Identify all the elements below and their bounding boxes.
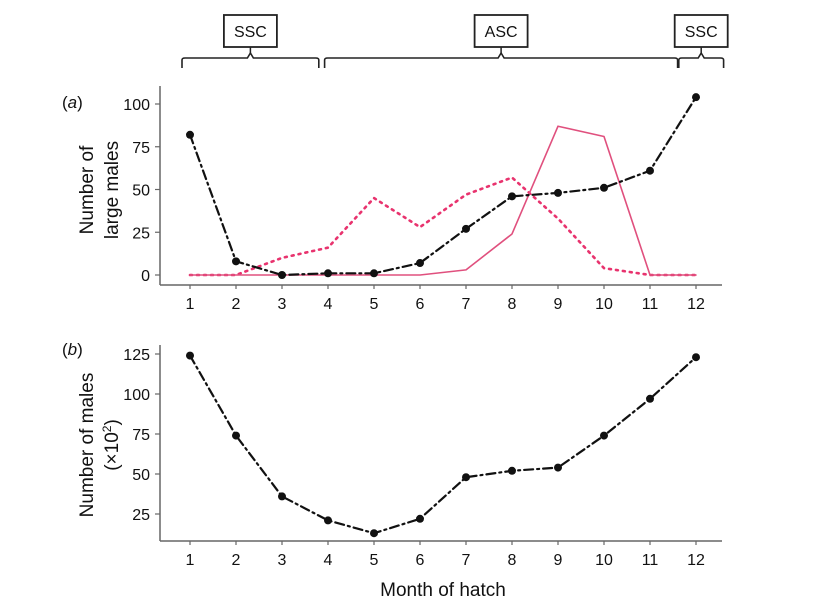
data-point-black-dashdot: [232, 431, 240, 440]
data-point-black-dashdot: [186, 351, 194, 360]
x-tick-label: 12: [687, 552, 705, 569]
data-point-black-dashdot: [324, 516, 332, 525]
x-tick-label: 4: [324, 552, 333, 569]
y-tick-label: 100: [123, 387, 150, 404]
season-annotation: ASC: [323, 14, 679, 68]
season-label: SSC: [685, 24, 718, 41]
y-axis-title-part: (×10: [102, 432, 123, 471]
y-tick-label: 25: [132, 225, 150, 242]
data-point-black-dashdot: [370, 269, 378, 278]
x-tick-label: 10: [595, 296, 613, 313]
x-tick-label: 6: [416, 296, 425, 313]
x-tick-label: 12: [687, 296, 705, 313]
panel-label-paren-open: (: [62, 93, 68, 112]
y-axis-title-part: ): [102, 419, 123, 425]
data-point-black-dashdot: [646, 166, 654, 175]
y-axis-title-line1: Number of males: [77, 373, 98, 518]
panel-label-letter: a: [68, 93, 77, 112]
panel-label-paren-close: ): [77, 340, 83, 359]
series-line-pink-solid: [189, 125, 697, 276]
x-tick-label: 2: [232, 296, 241, 313]
panel-label-paren-open: (: [62, 340, 68, 359]
data-point-black-dashdot: [462, 224, 470, 233]
data-point-black-dashdot: [692, 93, 700, 102]
data-point-black-dashdot: [278, 271, 286, 279]
season-box: [673, 14, 729, 48]
data-point-black-dashdot: [324, 269, 332, 278]
y-tick-label: 50: [132, 467, 150, 484]
panel-label: (a): [62, 93, 83, 112]
series-line-black-dashdot: [188, 96, 698, 277]
x-tick-label: 10: [595, 552, 613, 569]
y-tick-label: 100: [123, 97, 150, 114]
y-tick-label: 25: [132, 507, 150, 524]
data-point-black-dashdot: [278, 492, 286, 501]
season-box: [222, 14, 278, 48]
x-tick-label: 8: [508, 296, 517, 313]
x-tick-label: 6: [416, 552, 425, 569]
data-point-black-dashdot: [600, 431, 608, 440]
data-point-black-dashdot: [600, 183, 608, 192]
y-axis-title-superscript: 2: [100, 425, 114, 432]
season-brace: [678, 51, 725, 68]
season-label: ASC: [485, 24, 518, 41]
y-tick-label: 75: [132, 140, 150, 157]
data-point-black-dashdot: [462, 473, 470, 482]
panel-label: (b): [62, 340, 83, 359]
panel-label-letter: b: [68, 340, 77, 359]
y-axis-title: Number of large males: [77, 141, 123, 239]
season-brace: [181, 51, 320, 68]
x-tick-label: 8: [508, 552, 517, 569]
season-box: [473, 14, 529, 48]
season-annotations: SSC ASC SSC: [181, 14, 729, 68]
x-tick-label: 3: [278, 296, 287, 313]
data-point-black-dashdot: [186, 130, 194, 139]
x-tick-label: 3: [278, 552, 287, 569]
x-tick-label: 1: [186, 552, 195, 569]
x-tick-label: 11: [642, 296, 659, 313]
data-point-black-dashdot: [692, 353, 700, 362]
x-tick-label: 5: [370, 552, 379, 569]
data-point-black-dashdot: [232, 257, 240, 266]
data-point-black-dashdot: [416, 514, 424, 523]
x-tick-label: 5: [370, 296, 379, 313]
y-axis-title-line1: Number of: [77, 145, 98, 234]
data-point-black-dashdot: [554, 463, 562, 472]
y-axis-title-line2: large males: [102, 141, 123, 239]
x-axis-title: Month of hatch: [380, 580, 506, 601]
season-brace: [323, 51, 679, 68]
y-tick-label: 50: [132, 183, 150, 200]
data-point-black-dashdot: [554, 188, 562, 197]
data-point-black-dashdot: [508, 466, 516, 475]
y-axis-title-line2: (×102): [100, 419, 123, 471]
x-tick-label: 2: [232, 552, 241, 569]
x-tick-label: 1: [186, 296, 195, 313]
y-tick-label: 125: [123, 347, 150, 364]
data-point-black-dashdot: [508, 192, 516, 201]
x-tick-label: 9: [554, 296, 563, 313]
y-axis-title: Number of males (×102): [77, 373, 123, 518]
season-annotation: SSC: [673, 14, 729, 68]
data-point-black-dashdot: [646, 394, 654, 403]
x-tick-label: 9: [554, 552, 563, 569]
x-tick-label: 7: [462, 552, 471, 569]
data-point-black-dashdot: [370, 529, 378, 538]
season-annotation: SSC: [181, 14, 320, 68]
panel-label-paren-close: ): [77, 93, 83, 112]
x-tick-label: 11: [642, 552, 659, 569]
data-point-black-dashdot: [416, 259, 424, 268]
x-tick-label: 7: [462, 296, 471, 313]
y-tick-label: 0: [141, 268, 150, 285]
season-label: SSC: [234, 24, 267, 41]
x-tick-label: 4: [324, 296, 333, 313]
series-line-black-dashdot: [188, 354, 698, 535]
series-line-pink-dotted: [188, 176, 698, 277]
y-tick-label: 75: [132, 427, 150, 444]
